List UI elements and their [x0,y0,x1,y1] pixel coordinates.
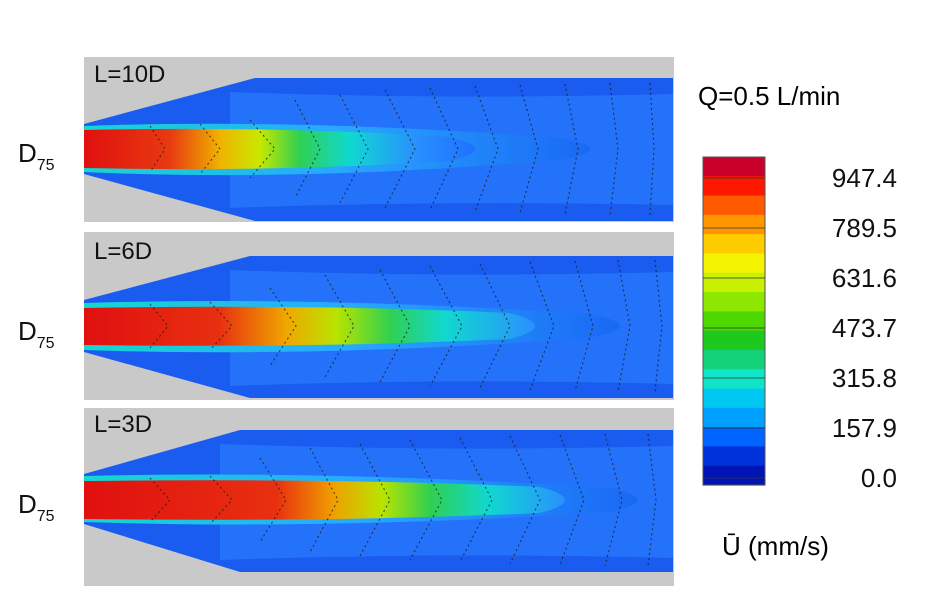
colorbar-tick-label: 0.0 [861,463,897,493]
colorbar-tick-label: 947.4 [832,163,897,193]
colorbar-band [703,311,765,332]
colorbar-band [703,176,765,197]
colorbar-band [703,292,765,312]
colorbar: Q=0.5 L/min 947.4 789.5 631.6 473.7 315.8 157… [698,81,897,561]
length-label: L=6D [94,238,152,265]
colorbar-tick-label: 473.7 [832,313,897,343]
colorbar-band [703,272,765,293]
flow-rate-label: Q=0.5 L/min [698,81,840,111]
colorbar-band [703,407,765,428]
colorbar-band [703,214,765,235]
colorbar-band [703,388,765,409]
colorbar-tick-label: 157.9 [832,413,897,443]
inlet-diameter-label: D75 [18,316,55,352]
panel-l6d: L=6D D75 [18,232,674,400]
colorbar-tick-label: 315.8 [832,363,897,393]
colorbar-band [703,330,765,351]
velocity-vectors [149,259,663,393]
colorbar-tick-label: 789.5 [832,213,897,243]
velocity-vectors [149,82,655,216]
colorbar-bands [703,157,765,486]
jet-core [84,306,535,346]
panel-l3d: L=3D D75 [18,408,674,586]
jet-core [84,480,565,520]
colorbar-band [703,446,765,467]
inlet-diameter-label: D75 [18,489,55,525]
colorbar-band [703,157,765,177]
velocity-vectors [149,433,657,567]
jet-core [84,128,475,170]
length-label: L=10D [94,61,165,88]
colorbar-band [703,349,765,370]
colorbar-band [703,465,765,486]
colorbar-tick-label: 631.6 [832,263,897,293]
panel-l10d: L=10D D75 [18,57,674,222]
colorbar-band [703,427,765,448]
inlet-diameter-label: D75 [18,138,55,174]
colorbar-band [703,369,765,390]
unit-label: Ū (mm/s) [722,531,829,561]
colorbar-frame [702,156,766,486]
length-label: L=3D [94,411,152,438]
colorbar-ticks: 947.4 789.5 631.6 473.7 315.8 157.9 0.0 [703,163,897,493]
colorbar-band [703,253,765,274]
colorbar-band [703,195,765,216]
colorbar-band [703,234,765,255]
